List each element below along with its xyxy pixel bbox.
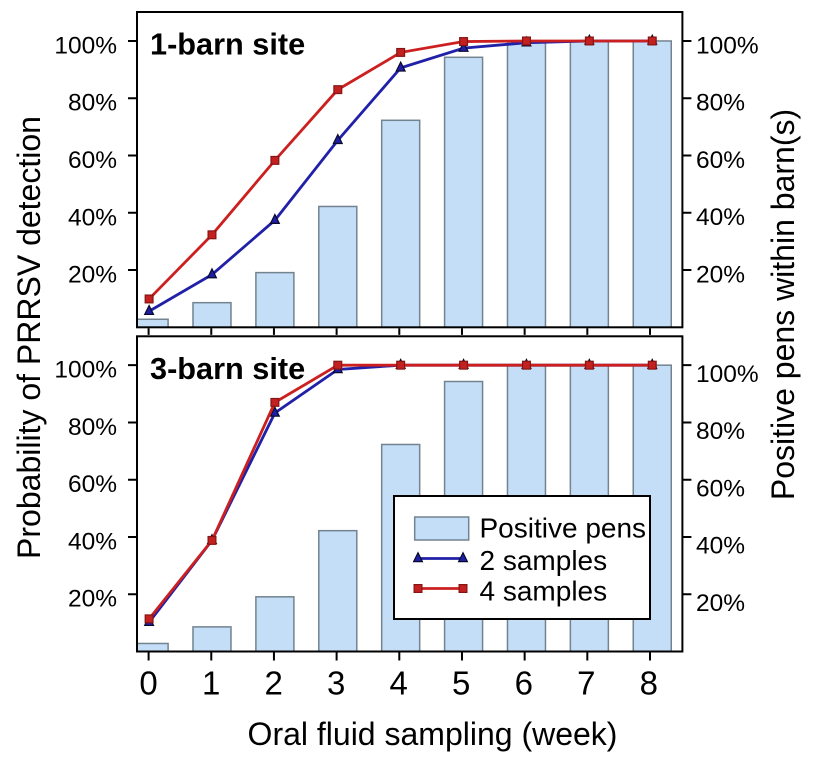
svg-text:60%: 60% bbox=[68, 147, 117, 174]
svg-text:2: 2 bbox=[264, 664, 282, 701]
svg-text:1-barn site: 1-barn site bbox=[150, 27, 305, 62]
svg-text:100%: 100% bbox=[54, 32, 117, 59]
svg-text:4 samples: 4 samples bbox=[480, 576, 608, 607]
svg-text:40%: 40% bbox=[696, 533, 745, 560]
svg-text:80%: 80% bbox=[68, 414, 117, 441]
svg-text:Probability of PRRSV detection: Probability of PRRSV detection bbox=[11, 116, 47, 559]
svg-text:7: 7 bbox=[577, 664, 595, 701]
svg-text:2 samples: 2 samples bbox=[480, 545, 608, 576]
svg-text:20%: 20% bbox=[68, 586, 117, 613]
svg-text:40%: 40% bbox=[68, 528, 117, 555]
svg-text:80%: 80% bbox=[696, 90, 745, 117]
svg-text:3: 3 bbox=[327, 664, 345, 701]
svg-text:Positive pens within barn(s): Positive pens within barn(s) bbox=[765, 109, 801, 500]
svg-text:100%: 100% bbox=[54, 357, 117, 384]
svg-text:40%: 40% bbox=[68, 204, 117, 231]
svg-text:60%: 60% bbox=[68, 471, 117, 498]
svg-text:0: 0 bbox=[139, 664, 157, 701]
svg-text:60%: 60% bbox=[696, 147, 745, 174]
svg-text:Positive pens: Positive pens bbox=[480, 513, 647, 544]
svg-text:100%: 100% bbox=[696, 32, 759, 59]
svg-text:60%: 60% bbox=[696, 475, 745, 502]
svg-text:20%: 20% bbox=[68, 262, 117, 289]
svg-text:20%: 20% bbox=[696, 590, 745, 617]
svg-text:40%: 40% bbox=[696, 204, 745, 231]
svg-text:1: 1 bbox=[202, 664, 220, 701]
svg-text:3-barn site: 3-barn site bbox=[150, 351, 305, 386]
svg-text:80%: 80% bbox=[68, 90, 117, 117]
svg-text:80%: 80% bbox=[696, 418, 745, 445]
svg-text:6: 6 bbox=[515, 664, 533, 701]
svg-text:20%: 20% bbox=[696, 261, 745, 288]
svg-text:4: 4 bbox=[390, 664, 408, 701]
svg-text:8: 8 bbox=[640, 664, 658, 701]
svg-text:5: 5 bbox=[452, 664, 470, 701]
svg-text:100%: 100% bbox=[696, 361, 759, 388]
svg-text:Oral fluid sampling (week): Oral fluid sampling (week) bbox=[248, 716, 618, 752]
